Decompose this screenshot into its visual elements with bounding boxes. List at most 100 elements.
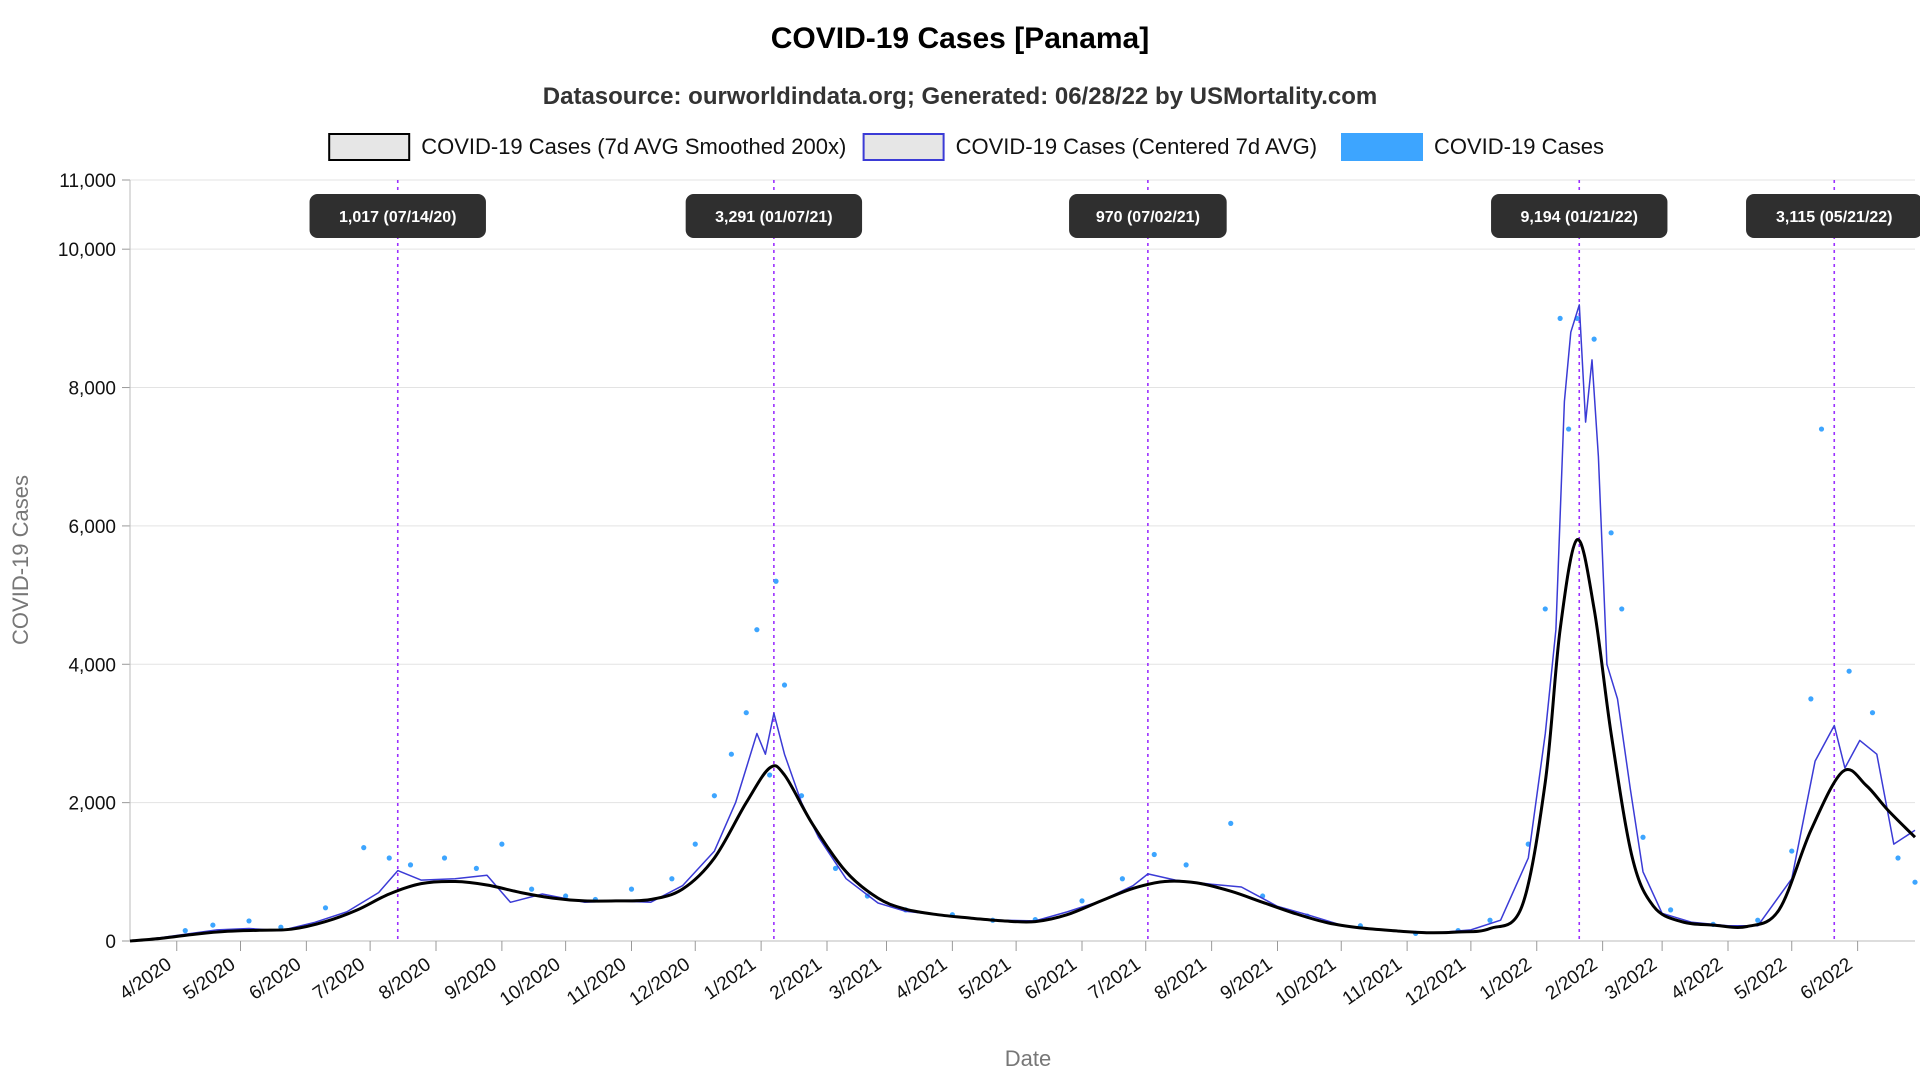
case-point [1608,530,1614,536]
x-tick-label: 4/2022 [1667,954,1727,1005]
case-point [832,865,839,871]
x-tick-label: 9/2021 [1217,954,1277,1005]
x-tick-label: 7/2020 [309,954,369,1005]
legend-label: COVID-19 Cases (Centered 7d AVG) [956,134,1318,159]
case-point [1557,315,1563,321]
case-point [1895,855,1901,861]
case-point [1151,851,1157,858]
chart-legend: COVID-19 Cases (7d AVG Smoothed 200x) COV… [328,133,1604,161]
annotation-box [685,194,863,238]
x-tick-label: 11/2020 [563,954,630,1010]
annotation-label: 970 (07/02/21) [1096,209,1200,226]
case-point [1808,696,1814,702]
case-point [529,886,535,892]
annotation-lines [396,180,1836,941]
x-tick-label: 6/2021 [1021,954,1081,1005]
case-point [1183,862,1189,868]
chart-subtitle: Datasource: ourworldindata.org; Generate… [543,83,1377,110]
legend-swatch [328,133,411,161]
x-tick-label: 10/2021 [1272,954,1340,1011]
x-tick-label: 8/2021 [1151,954,1211,1005]
case-point [1591,336,1597,342]
annotation-box [1069,194,1227,238]
x-tick-label: 6/2022 [1797,954,1857,1005]
annotation-labels: 1,017 (07/14/20) 3,291 (01/07/21) 970 (07/… [309,194,1920,238]
case-point [1487,917,1493,923]
x-tick-label: 2/2022 [1542,954,1602,1005]
y-axis-title: COVID-19 Cases [8,475,33,645]
x-tick-label: 7/2021 [1085,954,1145,1005]
case-point [182,928,188,934]
x-tick-label: 4/2020 [116,954,176,1005]
y-tick-label: 10,000 [58,240,116,261]
x-axis: 4/2020 5/2020 6/2020 7/2020 8/2020 9/202010/2… [116,940,1915,1011]
y-tick-label: 4,000 [68,655,116,676]
case-point [210,922,216,928]
case-point [361,845,367,851]
case-point [767,772,773,778]
case-point [322,905,329,911]
legend-swatch [1341,133,1423,161]
x-tick-label: 5/2022 [1731,954,1791,1005]
legend-label: COVID-19 Cases (7d AVG Smoothed 200x) [421,134,846,159]
y-tick-label: 6,000 [68,517,116,538]
case-point [773,578,779,584]
annotation-label: 3,115 (05/21/22) [1776,209,1893,226]
case-point [386,855,392,861]
case-point [743,710,749,716]
case-point [499,841,505,847]
case-point [728,751,734,757]
annotation-label: 9,194 (01/21/22) [1521,209,1638,226]
series-layer [129,304,1918,943]
case-point [754,627,760,633]
case-point [1912,879,1918,885]
case-point [1789,848,1795,854]
x-tick-label: 6/2020 [246,954,306,1005]
centered-7d-avg-line [134,304,1916,942]
case-point [1846,668,1852,674]
x-tick-label: 1/2022 [1476,954,1536,1005]
case-point [1869,710,1876,716]
annotation-box [1491,194,1668,238]
x-tick-label: 3/2021 [826,954,886,1005]
case-point [1119,876,1125,882]
annotation-label: 1,017 (07/14/20) [339,209,456,226]
smoothed-avg-line [129,538,1917,943]
annotation-box [309,194,486,238]
case-point [1079,898,1085,904]
y-tick-label: 8,000 [68,379,116,400]
y-tick-label: 0 [105,932,116,953]
x-tick-label: 5/2021 [955,954,1015,1005]
x-axis-title: Date [1005,1046,1051,1071]
case-point [1566,426,1572,432]
y-axis: 0 2,000 4,000 6,000 8,000 10,000 11,000 [58,171,131,953]
case-point [1542,606,1548,612]
case-point [692,841,698,847]
x-tick-label: 1/2021 [700,954,760,1005]
chart-title: COVID-19 Cases [Panama] [771,22,1150,55]
case-point [441,855,448,861]
x-tick-label: 11/2021 [1339,954,1406,1010]
x-tick-label: 12/2020 [626,954,694,1011]
x-tick-label: 3/2022 [1601,954,1661,1005]
grid-lines [130,179,1915,942]
case-point [711,793,717,799]
legend-label: COVID-19 Cases [1434,134,1604,159]
x-tick-label: 2/2021 [766,954,826,1005]
annotation-box [1746,194,1920,238]
annotation-label: 3,291 (01/07/21) [715,209,832,226]
case-point [1668,907,1674,913]
case-point [1640,834,1646,840]
x-tick-label: 10/2020 [496,954,564,1011]
case-point [1755,917,1761,923]
case-point [473,865,479,871]
case-point [1619,606,1625,612]
x-tick-label: 5/2020 [180,954,240,1005]
case-point [246,918,252,924]
legend-swatch [862,133,945,161]
case-point [628,886,635,892]
case-point [1228,820,1234,826]
case-point [407,862,414,868]
y-tick-label: 11,000 [59,171,116,192]
